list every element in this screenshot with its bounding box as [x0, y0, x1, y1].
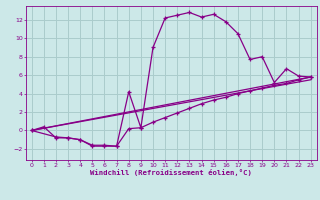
X-axis label: Windchill (Refroidissement éolien,°C): Windchill (Refroidissement éolien,°C)	[90, 169, 252, 176]
